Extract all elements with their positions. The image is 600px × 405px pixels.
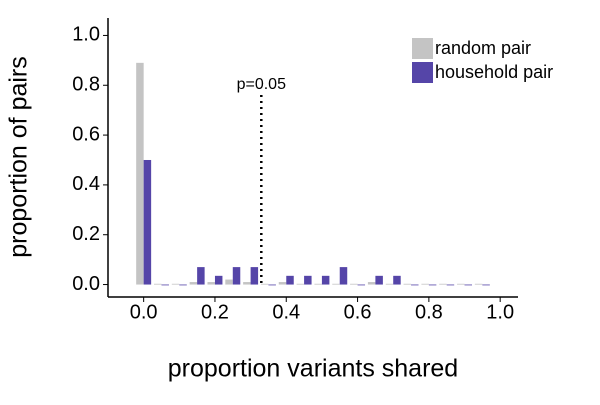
bar [250,267,259,285]
bar [403,283,412,285]
bar [321,275,330,285]
bar [339,267,348,285]
bar [350,283,358,285]
bar [474,283,483,285]
bar [214,275,223,285]
bar [143,159,152,285]
bar [286,275,294,285]
x-tick-label: 0.2 [201,301,229,323]
bar [207,282,215,285]
threshold-label: p=0.05 [237,76,286,93]
x-tick-label: 1.0 [486,301,514,323]
bar [296,283,305,285]
x-tick-label: 0.8 [415,301,443,323]
bar [268,284,276,286]
bar [304,275,312,285]
bar [171,283,180,285]
bar [457,283,465,285]
bar [179,284,187,286]
x-tick-label: 0.6 [344,301,372,323]
legend-label: household pair [435,62,553,82]
legend-swatch [412,62,433,83]
bar [421,283,429,285]
bar [446,284,455,286]
bar [439,283,447,285]
bar [314,283,322,285]
bar [411,284,419,286]
y-axis-title: proportion of pairs [5,56,33,258]
y-tick-label: 0.4 [72,173,100,195]
bar [428,284,437,286]
bar [136,62,144,285]
y-tick-label: 0.2 [72,223,100,245]
bar [161,284,169,286]
bar [243,282,251,285]
y-tick-label: 1.0 [72,24,100,46]
bar [393,275,401,285]
bar [357,284,366,286]
bar [232,267,241,285]
x-tick-label: 0.4 [272,301,300,323]
bar [260,283,269,285]
legend-swatch [412,38,433,59]
legend-label: random pair [435,38,531,58]
bar [367,282,376,285]
x-tick-label: 0.0 [130,301,158,323]
x-axis-title: proportion variants shared [168,355,458,383]
bar [225,279,233,285]
bar [153,283,162,285]
bar [189,282,198,285]
bar [375,275,383,285]
y-tick-label: 0.0 [72,273,100,295]
bar [332,283,340,285]
bar [482,284,490,286]
bar [385,283,394,285]
bar [464,284,473,286]
bar [278,282,287,285]
y-tick-label: 0.8 [72,74,100,96]
y-tick-label: 0.6 [72,123,100,145]
bar [197,267,205,285]
